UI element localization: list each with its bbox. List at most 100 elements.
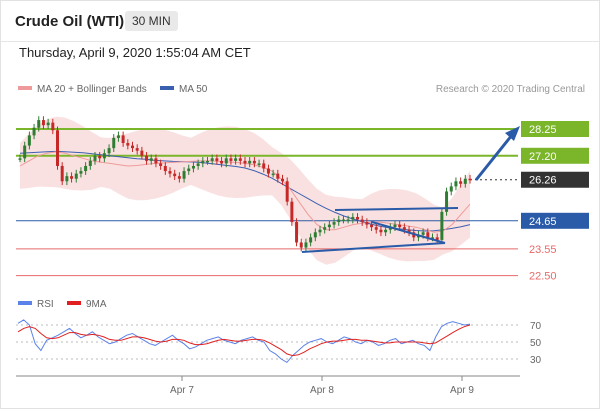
candle-body [41, 120, 45, 126]
candle-body [79, 171, 83, 174]
candle-body [163, 165, 167, 172]
candle-body [116, 135, 120, 138]
candle-body [23, 145, 27, 159]
level-label-27.20: 27.20 [529, 151, 557, 163]
bollinger-band [20, 116, 470, 265]
candle-body [70, 176, 74, 179]
level-tag-24.65 [521, 212, 589, 229]
level-tag-27.20 [521, 147, 589, 164]
rsi-tick-70: 70 [530, 321, 542, 332]
rsi-ma-line [17, 324, 471, 357]
candle-body [332, 222, 336, 225]
candle-body [46, 122, 50, 126]
candle-body [435, 237, 439, 240]
candle-body [252, 160, 256, 164]
candle-body [145, 155, 149, 161]
candle-body [187, 168, 191, 172]
ma20-legend-swatch [18, 86, 32, 90]
candle-body [449, 186, 453, 192]
candle-body [182, 171, 186, 179]
level-tag-26.26 [521, 171, 589, 188]
level-label-24.65: 24.65 [529, 216, 557, 228]
candle-body [154, 158, 158, 164]
timeframe-badge[interactable]: 30 MIN [125, 11, 178, 31]
candle-body [121, 135, 125, 144]
candle-body [360, 219, 364, 223]
x-tick-label-0: Apr 7 [170, 385, 194, 396]
candle-body [295, 222, 299, 243]
candle-body [426, 232, 430, 238]
candle-body [191, 165, 195, 169]
candle-body [37, 120, 41, 128]
candle-body [388, 227, 392, 230]
candle-body [398, 224, 402, 228]
target-arrow-shaft [474, 134, 514, 181]
x-tick-label-1: Apr 8 [310, 385, 334, 396]
candle-body [454, 181, 458, 187]
credit-text: Research © 2020 Trading Central [436, 84, 585, 95]
candle-body [102, 153, 106, 159]
candle-body [60, 165, 64, 182]
candle-body [206, 160, 209, 163]
candle-body [351, 216, 355, 220]
candle-body [238, 158, 242, 161]
rsi-ma-legend-label: 9MA [86, 299, 107, 310]
candle-body [88, 160, 92, 166]
level-label-22.50: 22.50 [529, 271, 557, 283]
level-tag-28.25 [521, 121, 589, 137]
candle-body [149, 158, 153, 161]
candle-body [84, 165, 88, 172]
candle-body [98, 155, 102, 159]
candle-body [323, 227, 327, 230]
candle-body [384, 229, 388, 233]
candle-body [159, 163, 163, 166]
candle-body [257, 163, 261, 165]
channel-mid-line [371, 221, 446, 244]
candle-body [421, 232, 425, 235]
widget-header: Crude Oil (WTI) 30 MIN [1, 1, 599, 42]
candle-body [459, 181, 463, 184]
candle-body [290, 201, 294, 223]
candle-body [341, 219, 345, 222]
rsi-line [17, 319, 471, 364]
target-arrow-head [505, 126, 520, 141]
candle-body [93, 155, 97, 161]
candle-body [131, 145, 134, 149]
x-tick-label-2: Apr 9 [450, 385, 474, 396]
level-label-26.26: 26.26 [529, 175, 557, 187]
ma50-legend-label: MA 50 [179, 84, 208, 95]
candle-body [276, 173, 280, 179]
candle-body [243, 160, 247, 164]
candle-body [107, 148, 111, 154]
candle-body [313, 232, 317, 238]
candle-body [56, 130, 59, 166]
candle-body [135, 148, 139, 151]
candle-body [370, 224, 374, 228]
candle-body [196, 163, 200, 166]
channel-top-line [334, 207, 459, 211]
candle-body [374, 227, 378, 230]
candle-body [248, 160, 252, 164]
candle-body [210, 158, 214, 161]
ma50-legend-swatch [160, 86, 174, 90]
rsi-legend-label: RSI [37, 299, 54, 310]
candle-body [74, 173, 78, 179]
candle-body [140, 150, 144, 156]
candle-body [304, 242, 308, 248]
candle-body [281, 178, 284, 182]
candle-body [445, 191, 449, 212]
candle-body [327, 224, 331, 228]
candle-body [32, 127, 36, 136]
channel-bottom-line [301, 242, 446, 253]
candle-body [262, 163, 266, 169]
candle-body [201, 160, 205, 164]
candle-body [318, 229, 322, 233]
rsi-ma-legend-swatch [67, 301, 81, 305]
candle-body [271, 173, 275, 176]
candle-body [112, 137, 116, 149]
rsi-legend-swatch [18, 301, 32, 305]
candle-body [224, 158, 228, 164]
candle-body [126, 143, 130, 146]
